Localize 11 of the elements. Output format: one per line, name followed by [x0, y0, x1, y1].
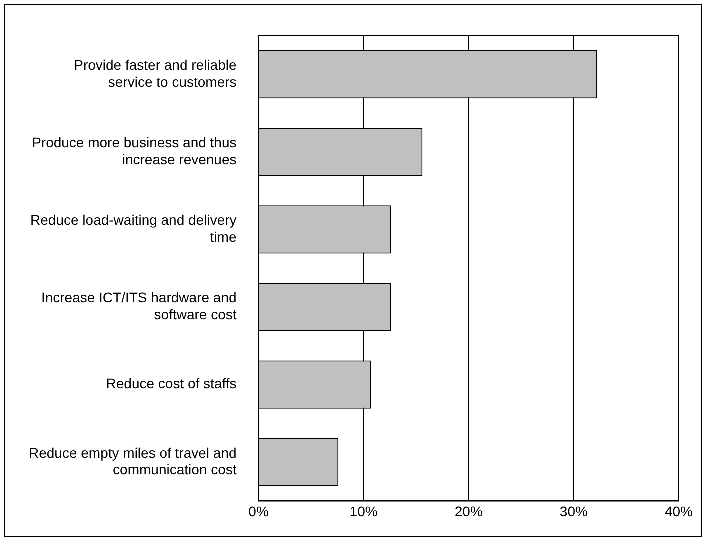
x-tick-label: 0%	[248, 503, 269, 520]
x-tick-label: 30%	[560, 503, 588, 520]
y-tick-label: Reduce load-waiting and delivery time	[30, 212, 237, 245]
x-tick-label: 20%	[454, 503, 483, 520]
x-tick-label: 40%	[664, 503, 694, 520]
y-tick-label: Provide faster and reliable service to customers	[74, 57, 237, 90]
x-tick-label: 10%	[350, 503, 378, 520]
y-tick-label: Reduce empty miles of travel and communication cost	[29, 444, 237, 478]
y-tick-label: Increase ICT/ITS hardware and software cost	[41, 290, 237, 323]
y-tick-label: Produce more business and thus increase revenues	[32, 134, 237, 168]
y-tick-label: Reduce cost of staffs	[106, 376, 237, 392]
